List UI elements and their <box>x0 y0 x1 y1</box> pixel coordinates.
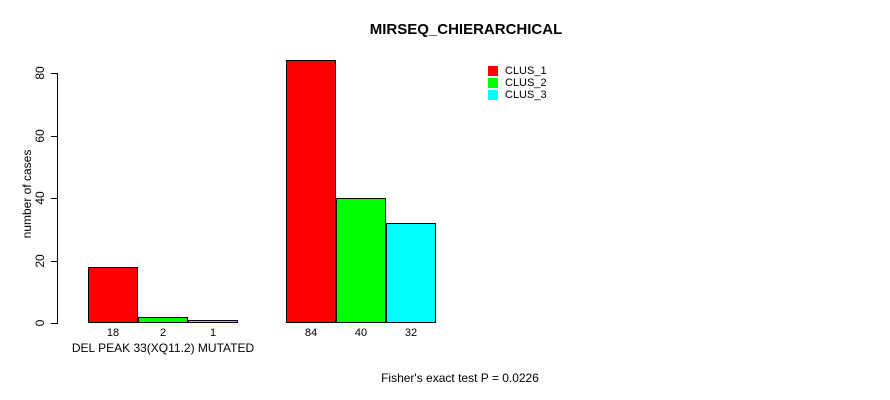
y-tick <box>51 136 58 137</box>
legend: CLUS_1 CLUS_2 CLUS_3 <box>488 65 547 101</box>
y-tick <box>51 73 58 74</box>
bar-clus_2-group2 <box>336 198 386 323</box>
legend-swatch-icon <box>488 66 498 76</box>
bar-clus_1-group1 <box>88 267 138 323</box>
legend-item-label: CLUS_3 <box>505 89 547 101</box>
bar-clus_2-group1 <box>138 317 188 323</box>
y-tick <box>51 198 58 199</box>
y-tick-label: 60 <box>33 129 47 143</box>
bar-value-label: 2 <box>159 327 167 339</box>
legend-swatch-icon <box>488 90 498 100</box>
y-tick-label: 20 <box>33 254 47 268</box>
bar-value-label: 18 <box>106 327 120 339</box>
legend-swatch-icon <box>488 78 498 88</box>
y-tick <box>51 261 58 262</box>
bar-clus_1-group2 <box>286 60 336 323</box>
fisher-test-annotation: Fisher's exact test P = 0.0226 <box>381 371 539 385</box>
y-tick-label: 40 <box>33 191 47 205</box>
y-tick-label: 0 <box>33 319 47 327</box>
y-tick <box>51 323 58 324</box>
bar-clus_3-group2 <box>386 223 436 323</box>
bar-value-label: 40 <box>354 327 368 339</box>
bar-clus_3-group1 <box>188 320 238 323</box>
y-tick-label: 80 <box>33 66 47 80</box>
group-label: DEL PEAK 33(XQ11.2) MUTATED <box>71 341 255 355</box>
bar-value-label: 84 <box>304 327 318 339</box>
legend-item-clus_3: CLUS_3 <box>488 89 547 101</box>
y-axis-label: number of cases <box>20 149 34 239</box>
legend-item-clus_1: CLUS_1 <box>488 65 547 77</box>
bar-value-label: 1 <box>209 327 217 339</box>
legend-item-label: CLUS_2 <box>505 77 547 89</box>
bar-value-label: 32 <box>404 327 418 339</box>
chart-title: MIRSEQ_CHIERARCHICAL <box>369 21 563 38</box>
legend-item-label: CLUS_1 <box>505 65 547 77</box>
legend-item-clus_2: CLUS_2 <box>488 77 547 89</box>
